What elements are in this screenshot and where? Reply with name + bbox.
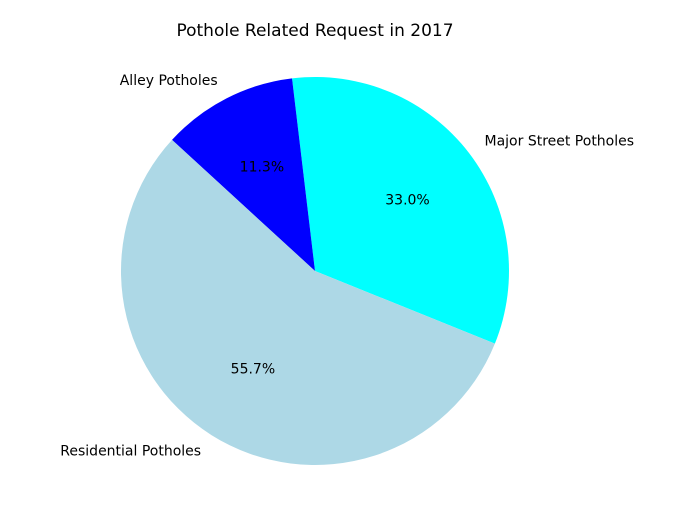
slice-percentage-major-street-potholes: 33.0% (385, 192, 429, 208)
slice-label-alley-potholes: Alley Potholes (120, 73, 218, 89)
slice-label-residential-potholes: Residential Potholes (60, 444, 201, 460)
pie-slice-residential-potholes (120, 139, 495, 466)
percentage-labels: 33.0% 11.3% 55.7% (231, 159, 430, 377)
pie-slice-major-street-potholes (292, 76, 509, 344)
pie-slice-alley-potholes (172, 78, 315, 271)
chart-title: Pothole Related Request in 2017 (176, 21, 453, 41)
slice-labels: Major Street Potholes Alley Potholes Resid… (60, 73, 634, 459)
pie-slices (120, 76, 509, 466)
slice-percentage-alley-potholes: 11.3% (240, 159, 284, 175)
slice-percentage-residential-potholes: 55.7% (231, 361, 275, 377)
slice-label-major-street-potholes: Major Street Potholes (485, 133, 635, 149)
